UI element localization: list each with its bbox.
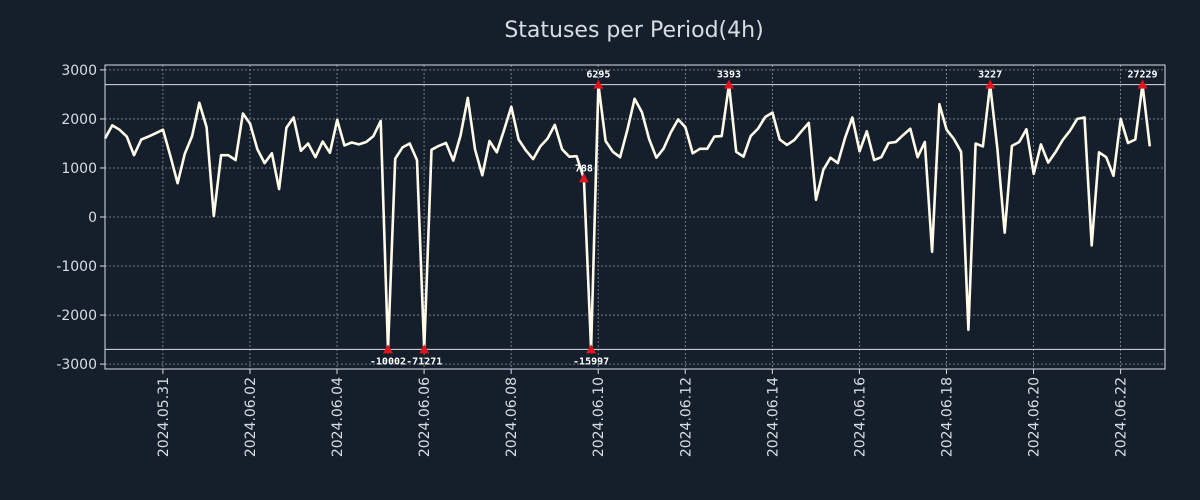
y-tick-label: 2000	[61, 112, 97, 128]
y-tick-label: 0	[88, 210, 97, 226]
series-layer	[103, 83, 1152, 351]
outlier-marker	[723, 79, 734, 89]
outlier-marker	[382, 344, 393, 354]
outlier-marker	[593, 79, 604, 89]
y-tick-label: 1000	[61, 161, 97, 177]
x-tick-label: 2024.06.20	[1027, 377, 1043, 457]
x-tick-label: 2024.05.31	[156, 377, 172, 457]
y-tick-label: -3000	[56, 357, 97, 373]
y-axis: 3000 2000 1000 0 -1000 -2000 -3000	[56, 63, 105, 373]
x-tick-label: 2024.06.06	[417, 377, 433, 457]
x-tick-label: 2024.06.08	[504, 377, 520, 457]
annotations: -10002 -71271 788 -15997 6295 3393 3227 27229	[370, 70, 1158, 368]
outlier-label: 3393	[717, 70, 741, 81]
y-tick-label: -2000	[56, 308, 97, 324]
y-tick-label: -1000	[56, 259, 97, 275]
x-tick-label: 2024.06.22	[1114, 377, 1130, 457]
x-tick-label: 2024.06.04	[330, 377, 346, 457]
x-tick-label: 2024.06.16	[852, 377, 868, 457]
outlier-label: 6295	[586, 70, 610, 81]
outlier-label: 3227	[978, 70, 1002, 81]
markers	[382, 79, 1148, 354]
outlier-marker	[578, 173, 589, 183]
x-tick-label: 2024.06.02	[243, 377, 259, 457]
outlier-label: -15997	[573, 356, 609, 367]
series-line	[103, 83, 1152, 351]
x-tick-label: 2024.06.10	[591, 377, 607, 457]
outlier-label: -10002	[370, 356, 406, 367]
x-tick-label: 2024.06.14	[765, 377, 781, 457]
outlier-label: 788	[575, 163, 593, 174]
outlier-marker	[419, 344, 430, 354]
outlier-label: 27229	[1127, 70, 1157, 81]
x-tick-label: 2024.06.18	[939, 377, 955, 457]
outlier-label: -71271	[406, 356, 442, 367]
x-axis: 2024.05.31 2024.06.02 2024.06.04 2024.06.06…	[156, 369, 1130, 457]
x-tick-label: 2024.06.12	[678, 377, 694, 457]
outlier-marker	[1137, 79, 1148, 89]
plot-frame	[104, 64, 1166, 370]
outlier-marker	[586, 344, 597, 354]
outlier-marker	[985, 79, 996, 89]
y-tick-label: 3000	[61, 63, 97, 79]
grid	[105, 65, 1165, 369]
chart-title: Statuses per Period(4h)	[504, 18, 763, 43]
